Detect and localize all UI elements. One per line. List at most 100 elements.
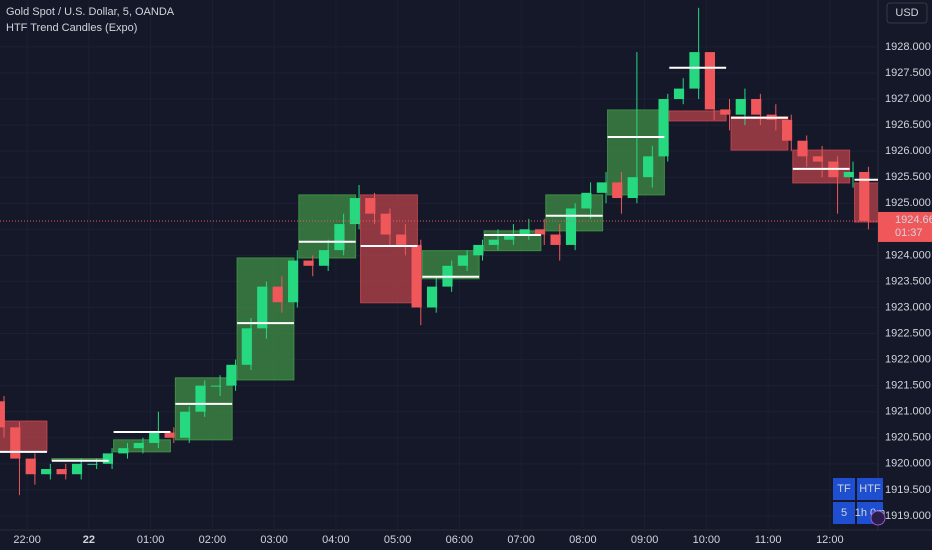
candle-body	[272, 286, 283, 303]
candle-body	[241, 328, 252, 365]
candle-body	[473, 244, 484, 256]
candle-body	[365, 198, 376, 214]
candle-body	[41, 469, 52, 475]
axes: 1919.000 1919.500 1920.000 1920.500 1921.000…	[13, 41, 932, 546]
x-tick-label: 08:00	[569, 534, 597, 546]
candle-body	[596, 182, 607, 193]
candle-body	[303, 260, 314, 266]
candle-body	[843, 171, 854, 178]
candle-body	[380, 213, 391, 235]
candle-body	[704, 52, 715, 110]
y-tick-label: 1926.500	[885, 119, 931, 131]
candle-body	[396, 234, 407, 245]
x-tick-label: 11:00	[755, 534, 782, 546]
candle-body	[426, 286, 438, 308]
candle-body	[118, 448, 129, 454]
y-tick-label: 1920.000	[885, 458, 931, 470]
x-tick-label: 22:00	[13, 534, 41, 546]
y-tick-label: 1925.500	[885, 171, 931, 183]
x-tick-label: 12:00	[816, 534, 844, 546]
candle-body	[164, 432, 175, 438]
y-tick-label: 1921.500	[885, 380, 931, 392]
x-tick-label: 05:00	[384, 534, 412, 546]
x-tick-label: 10:00	[693, 534, 721, 546]
y-tick-label: 1927.000	[885, 93, 931, 105]
htf-candle	[668, 110, 727, 122]
candle-body	[612, 182, 623, 199]
y-tick-label: 1927.500	[885, 67, 931, 79]
candle-body	[658, 99, 669, 157]
candle-body	[550, 234, 561, 245]
candle-body	[87, 463, 98, 465]
candle-body	[720, 109, 731, 115]
candle-body	[781, 119, 793, 141]
candle-body	[488, 239, 499, 245]
x-tick-label: 04:00	[322, 534, 350, 546]
candle-body	[735, 99, 746, 115]
htf-candle	[0, 420, 48, 453]
y-tick-label: 1919.500	[885, 484, 931, 496]
candle-body	[179, 411, 191, 438]
table-cell	[833, 502, 855, 524]
indicator-name: HTF Trend Candles (Expo)	[6, 22, 137, 34]
currency[interactable]: USD	[895, 7, 918, 19]
currency-button[interactable]	[886, 2, 928, 24]
candle-body	[812, 156, 824, 162]
y-tick-label: 1923.000	[885, 301, 931, 313]
y-tick-label: 1923.500	[885, 275, 931, 287]
table-text: TF	[837, 483, 851, 495]
table-text: HTF	[859, 483, 881, 495]
grid	[0, 0, 878, 530]
alert-icon[interactable]	[870, 510, 886, 526]
candle-body	[10, 427, 21, 459]
x-tick-label: 03:00	[260, 534, 288, 546]
plot-area	[0, 7, 878, 496]
x-tick-label: 06:00	[446, 534, 474, 546]
countdown: 01:37	[895, 227, 923, 239]
candle-body	[56, 469, 67, 475]
candle-body	[257, 286, 268, 329]
y-tick-label: 1924.000	[885, 249, 931, 261]
candle-body	[535, 229, 546, 235]
candle-body	[411, 244, 422, 308]
candle-body	[565, 208, 577, 245]
x-tick-label: 22	[83, 534, 95, 546]
candle-body	[751, 99, 762, 115]
candle-body	[210, 385, 222, 387]
candle-body	[859, 171, 870, 221]
candle-body	[149, 432, 160, 443]
candle-body	[643, 156, 654, 178]
table-text: 5	[841, 507, 847, 519]
y-tick-label: 1919.000	[885, 510, 931, 522]
candle-body	[195, 385, 206, 412]
candle-body	[627, 177, 638, 199]
chart-title: Gold Spot / U.S. Dollar, 5, OANDA	[6, 6, 175, 18]
candle-body	[457, 255, 469, 266]
x-tick-label: 01:00	[137, 534, 165, 546]
y-tick-label: 1922.500	[885, 327, 931, 339]
y-tick-label: 1928.000	[885, 41, 931, 53]
candle-body	[504, 234, 515, 240]
candle-body	[689, 52, 700, 89]
candle-body	[226, 364, 237, 386]
htf-candle	[298, 194, 357, 259]
x-tick-label: 07:00	[507, 534, 535, 546]
candle-body	[25, 458, 36, 475]
candle-body	[0, 401, 5, 428]
candle-body	[318, 250, 330, 266]
htf-candle	[730, 116, 789, 151]
candle-body	[133, 442, 144, 449]
x-tick-label: 02:00	[199, 534, 227, 546]
candle-body	[519, 229, 530, 235]
candle-body	[581, 192, 592, 209]
candle-body	[71, 463, 83, 475]
table-cell	[857, 478, 883, 500]
table-cell	[833, 478, 855, 500]
candle-body	[797, 140, 808, 157]
candle-body	[334, 224, 345, 251]
y-tick-label: 1922.000	[885, 353, 931, 365]
x-tick-label: 09:00	[631, 534, 659, 546]
candle-body	[288, 260, 299, 303]
